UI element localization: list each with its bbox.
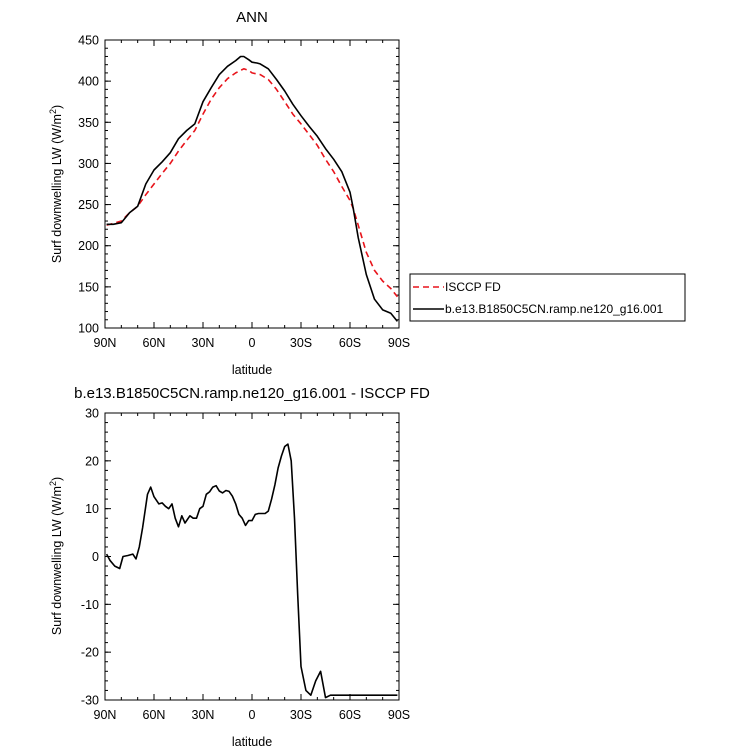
top-ticks: 90N 60N 30N 0 30S 60S 90S 100 150 200 250 300 350 400…: [78, 34, 410, 351]
top-x-axis-label: latitude: [232, 363, 272, 377]
top-series-line-0: [106, 68, 399, 298]
top-panel: ANN 90N 60N 30N 0 30S 60S 90S 100 150 200 250 300 35…: [48, 9, 410, 377]
top-y-label-close: ): [50, 105, 64, 109]
bottom-ytick-label: -20: [81, 646, 99, 660]
bottom-ytick-label: -10: [81, 598, 99, 612]
legend-box: [409, 273, 686, 322]
top-xtick-label: 0: [249, 336, 256, 350]
top-ytick-label: 300: [78, 157, 99, 171]
bottom-xtick-label: 60S: [339, 708, 361, 722]
top-plot-frame: [104, 39, 400, 329]
top-ytick-label: 250: [78, 198, 99, 212]
legend: ISCCP FD b.e13.B1850C5CN.ramp.ne120_g16.…: [409, 273, 686, 322]
bottom-xtick-label: 90S: [388, 708, 410, 722]
bottom-xtick-label: 90N: [94, 708, 117, 722]
top-ytick-label: 350: [78, 116, 99, 130]
bottom-series: [105, 443, 398, 699]
bottom-ytick-label: 20: [85, 454, 99, 468]
bottom-ytick-label: 0: [92, 550, 99, 564]
top-xtick-label: 30N: [192, 336, 215, 350]
top-ytick-label: 400: [78, 75, 99, 89]
top-xtick-label: 90S: [388, 336, 410, 350]
top-series-line-1: [106, 55, 399, 322]
bottom-xtick-label: 30N: [192, 708, 215, 722]
top-chart-title: ANN: [236, 9, 268, 26]
top-xtick-label: 60S: [339, 336, 361, 350]
bottom-y-label-sup: 2: [48, 481, 58, 486]
bottom-ticks: 90N 60N 30N 0 30S 60S 90S -30 -20 -10 0 10 20 30: [81, 407, 410, 723]
top-y-label-sup: 2: [48, 109, 58, 114]
top-xtick-label: 60N: [143, 336, 166, 350]
top-ytick-label: 100: [78, 322, 99, 336]
bottom-ytick-label: -30: [81, 694, 99, 708]
bottom-xtick-label: 30S: [290, 708, 312, 722]
bottom-y-axis-label: Surf downwelling LW (W/m2): [48, 477, 64, 635]
top-y-label-main: Surf downwelling LW (W/m: [50, 114, 64, 263]
bottom-y-label-main: Surf downwelling LW (W/m: [50, 486, 64, 635]
bottom-x-axis-label: latitude: [232, 735, 272, 749]
bottom-ytick-label: 30: [85, 407, 99, 421]
bottom-panel: b.e13.B1850C5CN.ramp.ne120_g16.001 - ISC…: [48, 385, 430, 749]
bottom-xtick-label: 0: [249, 708, 256, 722]
bottom-ytick-label: 10: [85, 502, 99, 516]
bottom-xtick-label: 60N: [143, 708, 166, 722]
top-y-axis-label: Surf downwelling LW (W/m2): [48, 105, 64, 263]
top-xtick-label: 90N: [94, 336, 117, 350]
bottom-chart-title: b.e13.B1850C5CN.ramp.ne120_g16.001 - ISC…: [74, 385, 430, 402]
top-xtick-label: 30S: [290, 336, 312, 350]
top-ytick-label: 450: [78, 34, 99, 48]
bottom-y-label-close: ): [50, 477, 64, 481]
legend-label-model: b.e13.B1850C5CN.ramp.ne120_g16.001: [445, 302, 663, 316]
legend-label-isccp: ISCCP FD: [445, 280, 501, 294]
top-ytick-label: 150: [78, 280, 99, 294]
bottom-plot-frame: [104, 412, 400, 701]
top-ytick-label: 200: [78, 239, 99, 253]
bottom-series-line-0: [105, 443, 398, 699]
top-series: [106, 55, 399, 322]
